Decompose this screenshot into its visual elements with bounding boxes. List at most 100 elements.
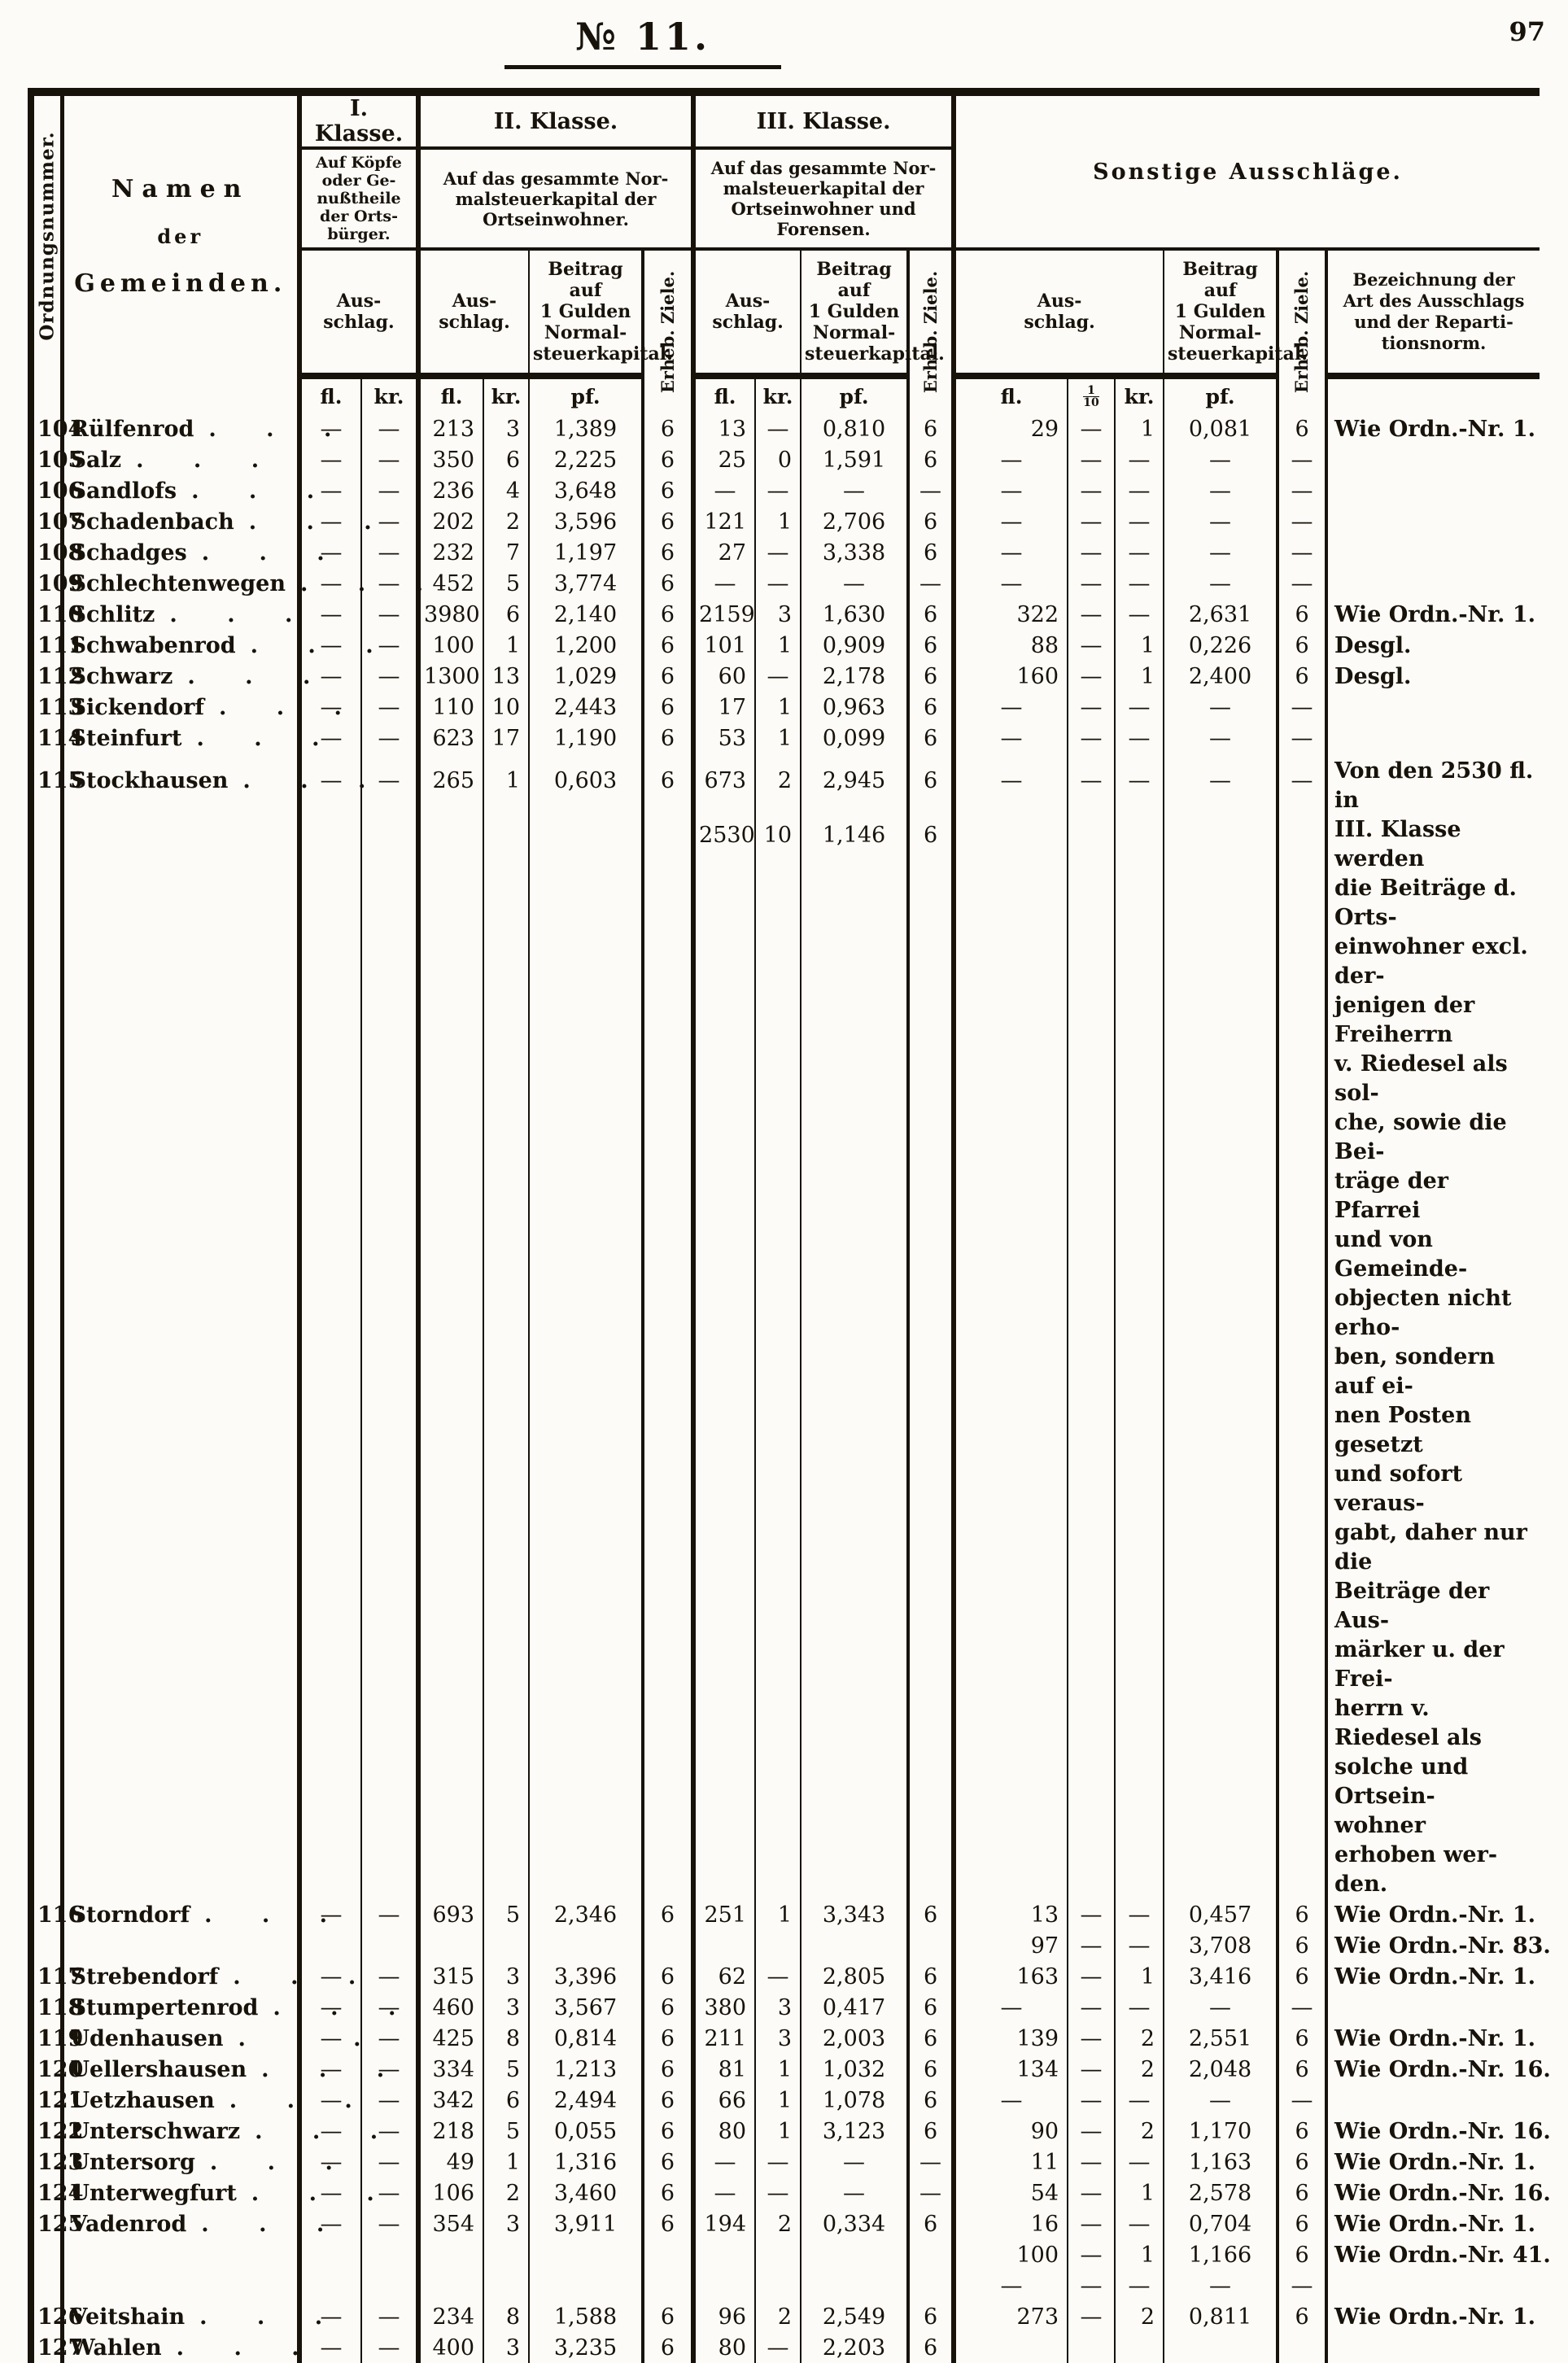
cell-k2-kr: 5 [483, 1899, 530, 1930]
table-row: 116 Storndorf. . . — —693 5 2,346 6 251 1 3,343 6 1… [31, 1899, 1540, 1930]
cell-son-fl: 322 [951, 599, 1068, 630]
cell-gemeinde-name: Steinfurt. . . [59, 723, 319, 753]
cell-gemeinde-name: Schlechtenwegen. . . [59, 568, 423, 599]
cell-k2-fl: 693 [416, 1899, 484, 1930]
cell-k3-pf: 2,549 [800, 2301, 909, 2332]
cell-k2-ziele: 6 [641, 568, 694, 599]
cell-k2-kr [483, 2239, 530, 2270]
cell-son-tenth: — [1067, 1992, 1116, 2023]
gemeinde-name: Schadenbach [70, 509, 234, 535]
cell-son-ziele: 6 [1276, 2239, 1327, 2270]
cell-k2-fl: 218 [416, 2116, 484, 2147]
cell-son-ziele: 6 [1276, 2147, 1327, 2177]
cell-gemeinde-name: Udenhausen. . . [59, 2023, 361, 2054]
cell-k2-fl [416, 2270, 484, 2301]
cell-k3-pf: 0,963 [800, 692, 909, 723]
table-row: 104 Rülfenrod. . . — —213 3 1,389 6 13—0,810 6 29… [31, 413, 1540, 444]
cell-k2-kr: 8 [483, 2301, 530, 2332]
cell-k3-pf: 1,591 [800, 444, 909, 475]
cell-ordnungsnummer: 122 [37, 2118, 84, 2144]
cell-son-pf: 2,400 [1163, 661, 1278, 692]
cell-bezeichnung: Wie Ordn.-Nr. 16. [1325, 2054, 1551, 2085]
cell-k2-pf: 3,567 [528, 1992, 644, 2023]
unit-son-pf: pf. [1163, 376, 1278, 413]
cell-k2-pf: 3,596 [528, 506, 644, 537]
cell-son-pf: 3,416 [1163, 1961, 1278, 1992]
cell-bezeichnung: Wie Ordn.-Nr. 16. [1325, 2177, 1551, 2208]
cell-son-fl: 11 [951, 2147, 1068, 2177]
cell-k2-kr: 3 [483, 1992, 530, 2023]
unit-empty-name [59, 376, 299, 413]
cell-son-fl: 139 [951, 2023, 1068, 2054]
cell-k3-kr: 0 [754, 444, 801, 475]
cell-k2-kr: 17 [483, 723, 530, 753]
cell-ordnungsnummer: 115 [37, 767, 84, 793]
cell-k2-pf: 0,814 [528, 2023, 644, 2054]
cell-son-tenth: — [1067, 2116, 1116, 2147]
cell-k2-kr: 2 [483, 506, 530, 537]
cell-k3-ziele: 6 [906, 2208, 954, 2239]
cell-k3-ziele: 6 [906, 630, 954, 661]
cell-son-ziele: — [1276, 568, 1327, 599]
cell-son-pf: 2,048 [1163, 2054, 1278, 2085]
cell-k3-ziele: 6 [906, 444, 954, 475]
cell-k2-kr: 5 [483, 2116, 530, 2147]
cell-son-fl: 88 [951, 630, 1068, 661]
cell-k1-fl [297, 862, 361, 1899]
leader-dots: . . . [248, 509, 393, 535]
table-row: 120 Uellershausen. . . — —334 5 1,213 6 81 1 1,03… [31, 2054, 1551, 2085]
cell-son-tenth: — [1067, 413, 1116, 444]
cell-son-tenth: — [1067, 2054, 1116, 2085]
cell-k2-fl: 236 [416, 475, 484, 506]
cell-son-tenth: — [1067, 444, 1116, 475]
cell-k2-kr: 3 [483, 2208, 530, 2239]
cell-bezeichnung [1325, 723, 1540, 753]
cell-k3-ziele: — [906, 568, 954, 599]
cell-bezeichnung [1325, 475, 1540, 506]
cell-son-pf: 0,457 [1163, 1899, 1278, 1930]
cell-son-kr: — [1114, 1930, 1164, 1961]
cell-k2-fl [416, 1930, 484, 1961]
cell-son-fl: — [951, 568, 1068, 599]
unit-k1-fl: fl. [297, 376, 361, 413]
cell-k1-kr: — [360, 537, 419, 568]
cell-k2-pf: 1,200 [528, 630, 644, 661]
cell-son-fl: 134 [951, 2054, 1068, 2085]
cell-k3-pf: 0,334 [800, 2208, 909, 2239]
cell-ordnungsnummer: 106 [37, 478, 84, 504]
page-number: 97 [1509, 16, 1545, 47]
cell-k1-kr [360, 862, 419, 1899]
gemeinde-name: Untersorg [70, 2149, 195, 2175]
cell-son-pf: 0,226 [1163, 630, 1278, 661]
cell-son-tenth: — [1067, 1961, 1116, 1992]
cell-k3-pf: 3,123 [800, 2116, 909, 2147]
cell-son-kr: 2 [1114, 2301, 1164, 2332]
cell-k2-pf [528, 862, 644, 1899]
leader-dots: . . . [191, 478, 336, 504]
cell-k1-fl: — [297, 692, 361, 723]
cell-son-ziele: 6 [1276, 1961, 1327, 1992]
cell-son-ziele: — [1276, 1992, 1327, 2023]
table-row: 114 Steinfurt. . . — —623 17 1,190 6 53 1 0,099 6—… [31, 723, 1540, 753]
subheader-son-ausschlag: Aus- schlag. [951, 249, 1164, 379]
cell-son-tenth: — [1067, 2239, 1116, 2270]
leader-dots: . . . [169, 601, 314, 627]
table-row: 110 Schlitz. . . — —3980 6 2,140 6 2159 3 1,630 6 3… [31, 599, 1540, 630]
cell-k1-fl [297, 1930, 361, 1961]
cell-k3-ziele: 6 [906, 2116, 954, 2147]
cell-k3-pf: 2,178 [800, 661, 909, 692]
cell-k3-ziele [906, 2270, 954, 2301]
gemeinde-name: Schwabenrod [70, 632, 236, 658]
cell-k1-kr: — [360, 568, 419, 599]
gemeinde-name: Storndorf [70, 1902, 190, 1928]
cell-k3-fl: — [691, 2147, 756, 2177]
cell-gemeinde-name: Unterwegfurt. . . [59, 2177, 374, 2208]
cell-son-pf: — [1163, 568, 1278, 599]
cell-k2-ziele: 6 [641, 1992, 694, 2023]
cell-son-fl: 90 [951, 2116, 1068, 2147]
cell-k2-ziele: 6 [641, 2177, 694, 2208]
cell-k2-fl: 234 [416, 2301, 484, 2332]
cell-k3-ziele: 6 [906, 2085, 954, 2116]
cell-k1-fl: — [297, 568, 361, 599]
cell-k3-kr [754, 2270, 801, 2301]
